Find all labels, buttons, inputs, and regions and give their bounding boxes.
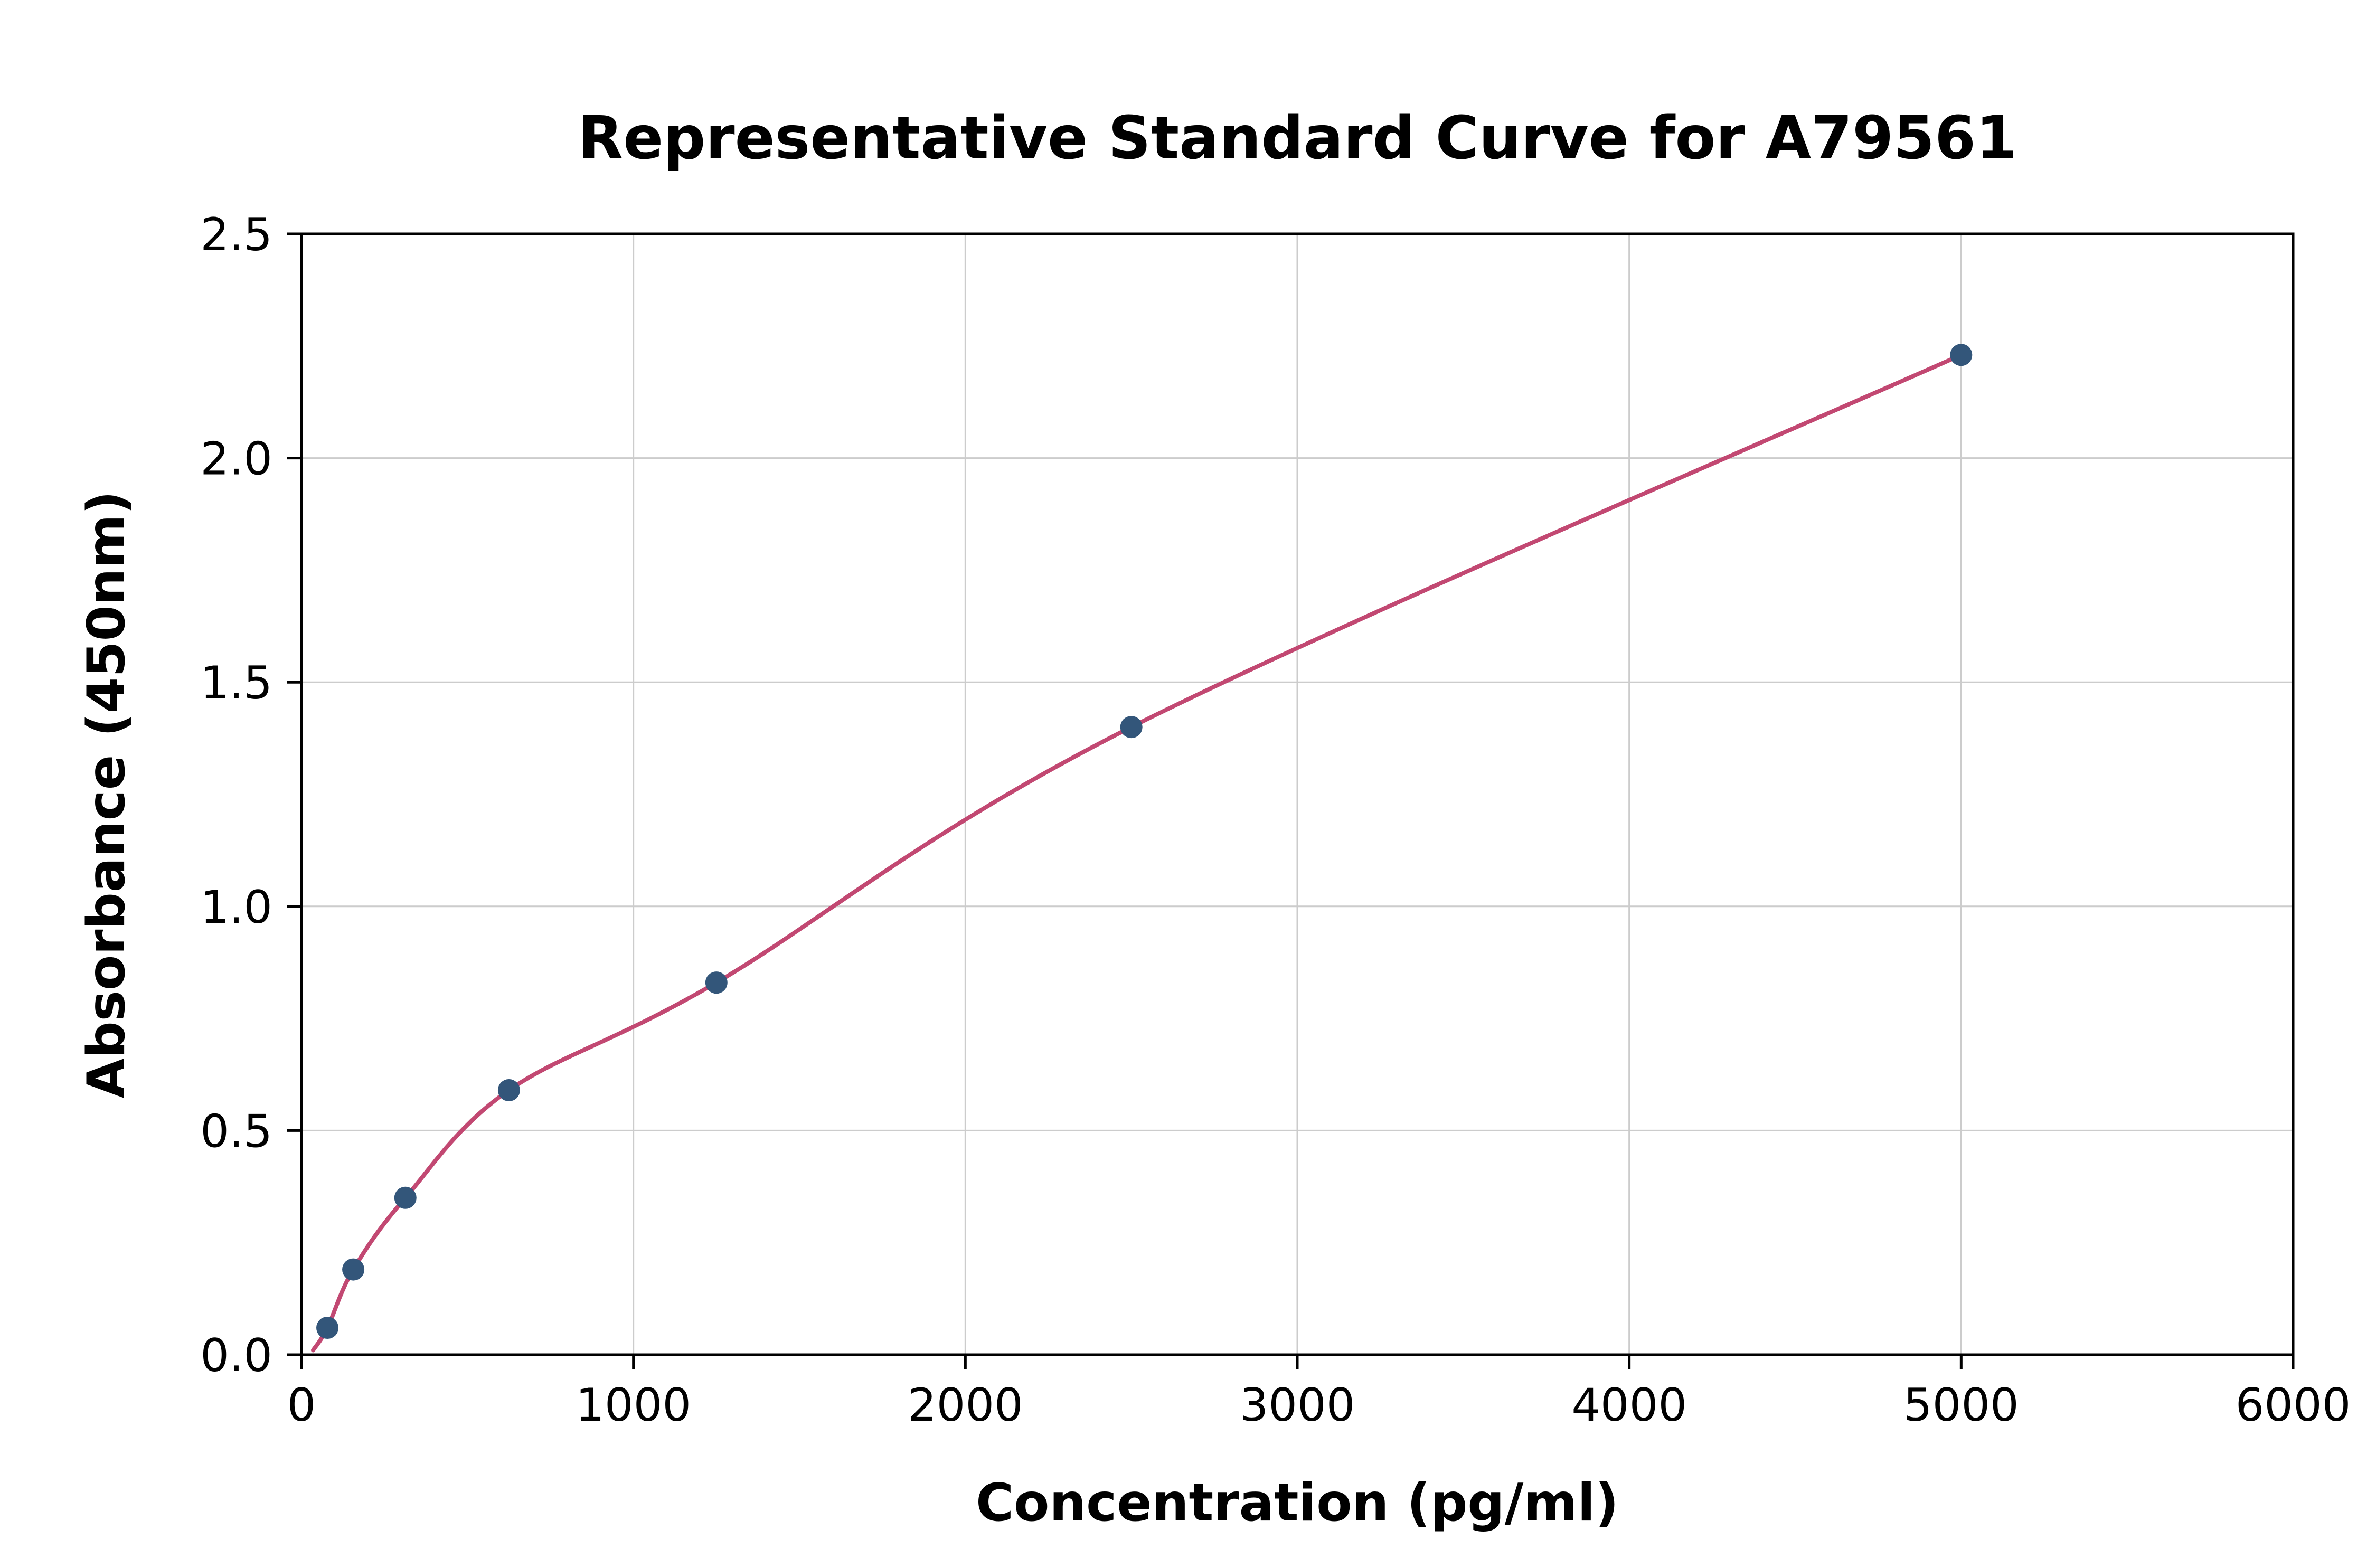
data-point [1120,716,1143,739]
y-tick-label: 1.0 [200,881,272,934]
y-tick-label: 2.0 [200,433,272,486]
data-point [342,1258,365,1281]
tick-label-layer: 0 1000 2000 3000 4000 5000 6000 0.0 0.5 1.0 1.5 2.0… [200,209,2351,1432]
y-tick-label: 1.5 [200,657,272,710]
x-tick-label: 6000 [2236,1379,2351,1432]
data-point [705,971,728,994]
x-tick-label: 2000 [908,1379,1023,1432]
y-tick-label: 0.0 [200,1329,272,1382]
data-point [316,1317,339,1339]
x-tick-label: 5000 [1903,1379,2019,1432]
y-tick-label: 0.5 [200,1105,272,1158]
x-axis-label: Concentration (pg/ml) [976,1473,1619,1533]
chart-title: Representative Standard Curve for A79561 [578,104,2017,173]
fit-curve [311,353,1964,1353]
x-tick-label: 3000 [1240,1379,1355,1432]
data-point [497,1079,520,1101]
x-tick-label: 0 [287,1379,316,1432]
x-tick-label: 1000 [576,1379,691,1432]
data-point [1950,344,1973,366]
grid-layer [300,233,2294,1356]
fit-curve-layer [311,353,1964,1353]
data-point [394,1186,417,1209]
axes-layer [287,232,2295,1369]
data-points-layer [316,344,1973,1339]
y-axis-label: Absorbance (450nm) [77,491,137,1099]
y-tick-label: 2.5 [200,209,272,261]
x-tick-label: 4000 [1571,1379,1687,1432]
